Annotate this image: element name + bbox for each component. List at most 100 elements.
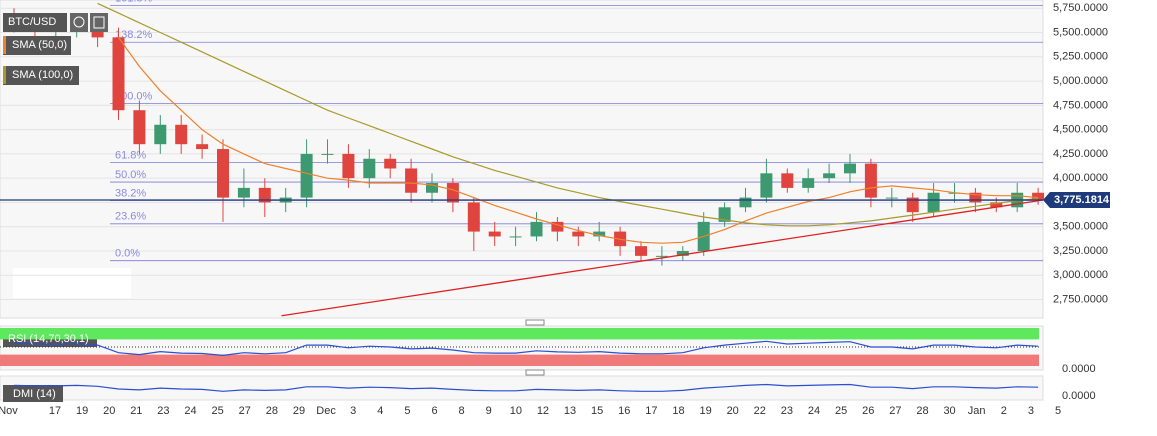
x-tick-label: 9 bbox=[486, 405, 492, 417]
rsi-tick-label: 0.0000 bbox=[1062, 363, 1096, 375]
y-tick-label: 4,250.0000 bbox=[1053, 148, 1108, 160]
x-tick-label: 25 bbox=[212, 405, 224, 417]
calc-button[interactable] bbox=[90, 13, 108, 32]
refresh-icon bbox=[73, 16, 85, 28]
x-tick-label: 20 bbox=[103, 405, 115, 417]
x-tick-label: 3 bbox=[350, 405, 356, 417]
x-tick-label: 3 bbox=[1028, 405, 1034, 417]
resize-handle[interactable] bbox=[525, 319, 545, 326]
x-tick-label: 28 bbox=[916, 405, 928, 417]
x-tick-label: 6 bbox=[431, 405, 437, 417]
candle-body bbox=[405, 168, 418, 193]
y-tick-label: 5,000.0000 bbox=[1053, 75, 1108, 87]
y-tick-label: 2,750.0000 bbox=[1053, 293, 1108, 305]
plot: 161.8%138.2%100.0%61.8%50.0%38.2%23.6%0.… bbox=[0, 0, 1045, 317]
candle-body bbox=[467, 202, 480, 232]
candle-body bbox=[969, 192, 982, 203]
candle-body bbox=[133, 110, 146, 145]
x-tick-label: 13 bbox=[564, 405, 576, 417]
legend-swatch bbox=[3, 66, 6, 84]
candle-body bbox=[175, 124, 188, 145]
y-tick-label: 3,250.0000 bbox=[1053, 245, 1108, 257]
candle-body bbox=[217, 149, 229, 198]
candle-body bbox=[258, 187, 271, 203]
rsi-overbought bbox=[0, 328, 1039, 340]
symbol: BTC/USD bbox=[8, 16, 56, 28]
candle-body bbox=[509, 236, 522, 238]
x-tick-label: 2 bbox=[1001, 405, 1007, 417]
x-tick-label: 4 bbox=[377, 405, 383, 417]
candle-body bbox=[551, 221, 564, 232]
candle-body bbox=[300, 153, 313, 198]
y-tick-label: 3,500.0000 bbox=[1053, 221, 1108, 233]
candle-body bbox=[196, 144, 209, 150]
dmi-tick-label: 0.0000 bbox=[1062, 390, 1096, 402]
fib-label: 161.8% bbox=[115, 0, 153, 4]
candle-body bbox=[676, 251, 689, 256]
fib-label: 38.2% bbox=[115, 187, 146, 199]
refresh-button[interactable] bbox=[70, 13, 88, 32]
candle-body bbox=[112, 37, 125, 111]
candle-body bbox=[927, 192, 940, 213]
x-tick-label: 19 bbox=[699, 405, 711, 417]
candle-body bbox=[593, 231, 606, 237]
resize-handle[interactable] bbox=[525, 369, 545, 376]
price-label: 3,775.1814 bbox=[1054, 194, 1110, 206]
candle-body bbox=[321, 153, 334, 155]
trendline bbox=[281, 199, 1043, 317]
x-tick-label: 8 bbox=[459, 405, 465, 417]
x-tick-label: 20 bbox=[727, 405, 739, 417]
x-tick-label: 10 bbox=[510, 405, 522, 417]
candle-body bbox=[906, 197, 919, 213]
x-tick-label: Jan bbox=[968, 405, 986, 417]
x-tick-label: 24 bbox=[808, 405, 820, 417]
x-tick-label: 19 bbox=[76, 405, 88, 417]
candle-body bbox=[237, 187, 250, 198]
candle-body bbox=[802, 178, 815, 188]
dmi-panel bbox=[0, 375, 1044, 401]
y-tick-label: 5,500.0000 bbox=[1053, 26, 1108, 38]
x-tick-label: 28 bbox=[266, 405, 278, 417]
x-tick-label: 21 bbox=[130, 405, 142, 417]
candle-body bbox=[739, 197, 752, 208]
calc-icon bbox=[93, 16, 105, 29]
x-tick-label: 26 bbox=[862, 405, 874, 417]
candle-body bbox=[572, 231, 585, 237]
x-tick-label: 23 bbox=[157, 405, 169, 417]
rsi-label: RSI (14,70,30,1) bbox=[8, 333, 89, 345]
sma-line bbox=[118, 37, 1039, 244]
candle-body bbox=[760, 173, 773, 198]
x-tick-label: 17 bbox=[49, 405, 61, 417]
candle-body bbox=[781, 173, 794, 188]
y-tick-label: 4,000.0000 bbox=[1053, 172, 1108, 184]
symbol-box bbox=[3, 13, 67, 32]
y-tick-label: 5,250.0000 bbox=[1053, 51, 1108, 63]
main-panel bbox=[0, 0, 1044, 319]
x-tick-label: 17 bbox=[645, 405, 657, 417]
candle-body bbox=[426, 183, 438, 193]
legend-label: SMA (50,0) bbox=[12, 39, 67, 51]
sma-line bbox=[97, 2, 1039, 227]
x-tick-label: 23 bbox=[781, 405, 793, 417]
x-tick-label: 16 bbox=[618, 405, 630, 417]
candle-body bbox=[718, 207, 731, 222]
candle-body bbox=[154, 124, 167, 145]
candle-body bbox=[655, 255, 668, 257]
x-tick-label: 24 bbox=[184, 405, 196, 417]
rsi-line bbox=[13, 340, 1039, 357]
x-tick-label: Dec bbox=[316, 405, 336, 417]
y-tick-label: 4,750.0000 bbox=[1053, 99, 1108, 111]
y-tick-label: 3,000.0000 bbox=[1053, 269, 1108, 281]
candle-body bbox=[446, 183, 459, 203]
candle-body bbox=[635, 246, 647, 256]
x-tick-label: 25 bbox=[835, 405, 847, 417]
x-tick-label: 29 bbox=[293, 405, 305, 417]
fib-label: 61.8% bbox=[115, 150, 146, 162]
candle-body bbox=[844, 163, 856, 174]
x-tick-label: 22 bbox=[754, 405, 766, 417]
candle-body bbox=[342, 153, 355, 179]
legend-box bbox=[3, 66, 79, 85]
fib-label: 50.0% bbox=[115, 169, 146, 181]
dmi-label-box bbox=[3, 385, 63, 402]
